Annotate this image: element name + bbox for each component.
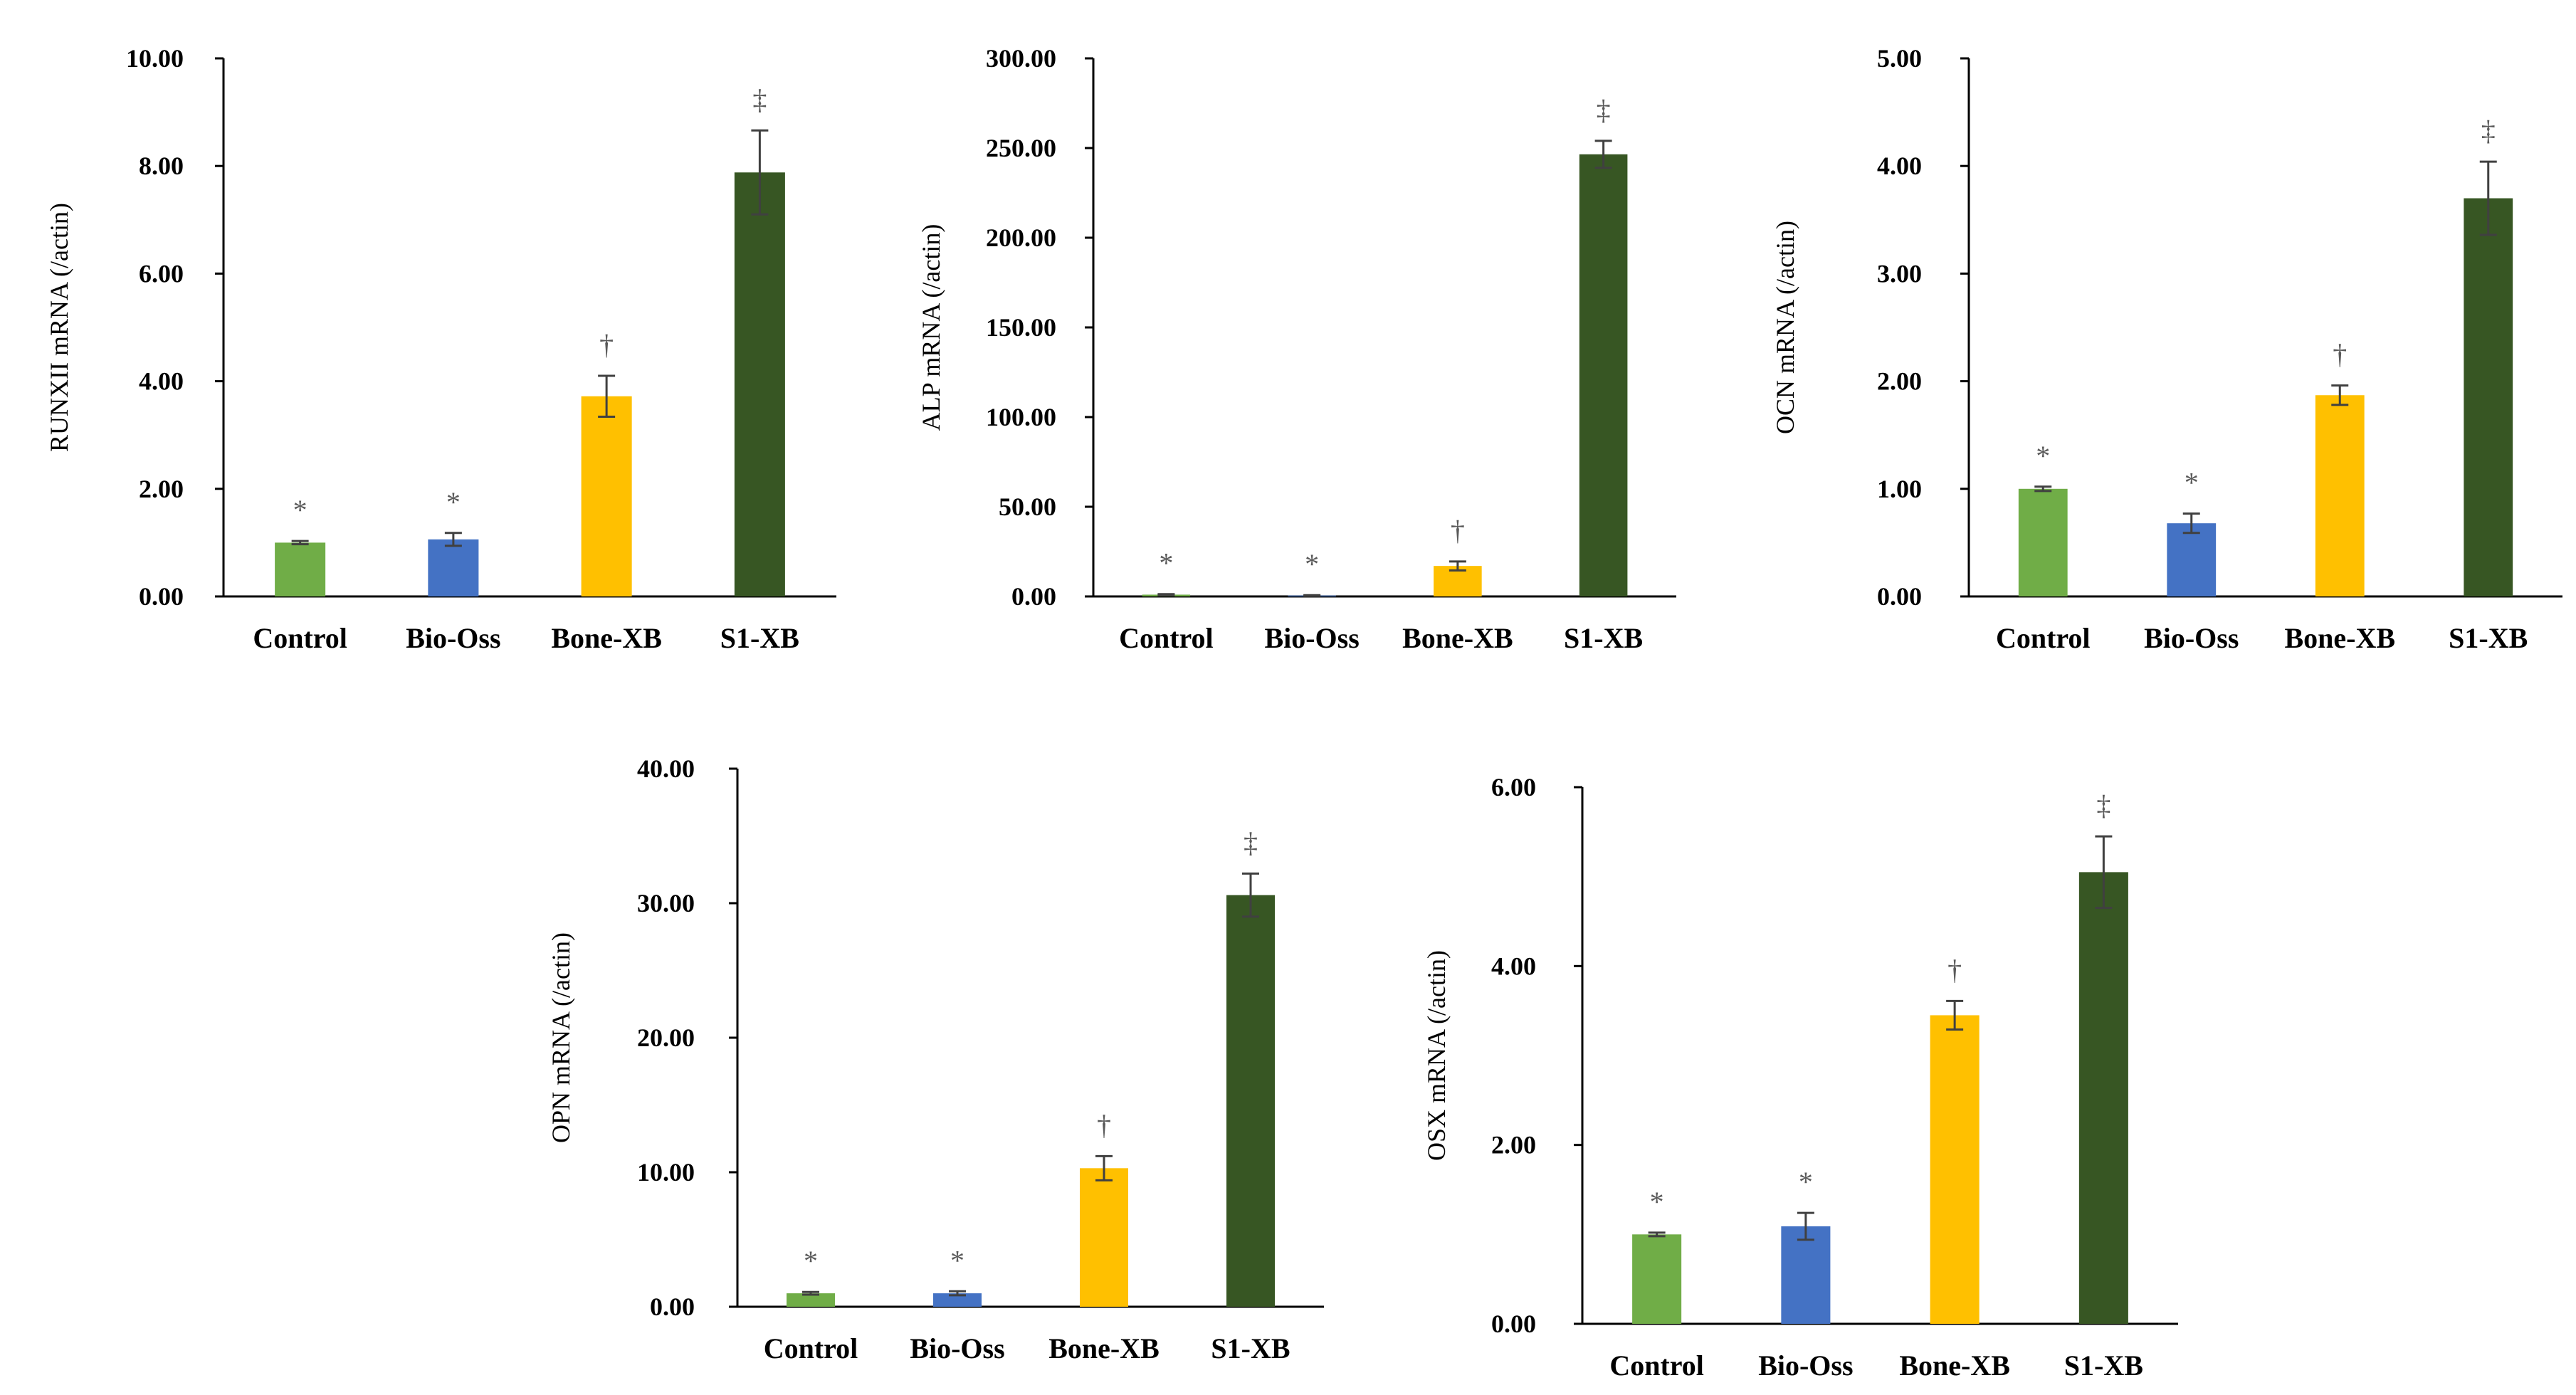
- y-tick-label: 5.00: [1877, 44, 1922, 73]
- significance-marker: *: [293, 494, 307, 526]
- y-tick-label: 250.00: [986, 134, 1056, 162]
- y-tick-label: 6.00: [139, 259, 184, 288]
- significance-marker: †: [1947, 954, 1962, 986]
- bar: [2018, 488, 2068, 596]
- y-axis-label: OPN mRNA (/actin): [547, 932, 575, 1143]
- category-label: S1-XB: [1564, 622, 1643, 654]
- y-tick-label: 10.00: [126, 44, 184, 73]
- y-tick-label: 0.00: [1491, 1310, 1536, 1338]
- category-label: Bone-XB: [1402, 622, 1513, 654]
- significance-marker: *: [804, 1245, 818, 1277]
- y-tick-label: 0.00: [139, 582, 184, 611]
- y-tick-label: 150.00: [986, 313, 1056, 342]
- significance-marker: ‡: [752, 83, 767, 115]
- y-tick-label: 4.00: [1877, 152, 1922, 180]
- bar: [1080, 1168, 1128, 1307]
- chart-panel-4: 0.00 10.00 20.00 30.00 40.00 OPN mRNA (/actin…: [547, 754, 1324, 1364]
- y-tick-label: 6.00: [1491, 773, 1536, 801]
- y-tick-label: 8.00: [139, 152, 184, 180]
- significance-marker: *: [2185, 467, 2199, 499]
- category-label: Bio-Oss: [2144, 622, 2239, 654]
- category-label: Bone-XB: [2284, 622, 2395, 654]
- category-label: S1-XB: [720, 622, 799, 654]
- category-label: Bone-XB: [1048, 1332, 1160, 1364]
- category-label: Bio-Oss: [910, 1332, 1004, 1364]
- significance-marker: ‡: [1597, 94, 1611, 126]
- significance-marker: *: [1305, 548, 1319, 580]
- y-tick-label: 4.00: [1491, 952, 1536, 980]
- category-label: Control: [1609, 1349, 1704, 1381]
- y-axis-label: RUNXII mRNA (/actin): [45, 203, 73, 452]
- bar: [1632, 1234, 1682, 1324]
- y-tick-label: 40.00: [637, 754, 695, 783]
- y-tick-label: 10.00: [637, 1158, 695, 1186]
- category-label: Control: [1119, 622, 1214, 654]
- bar: [2167, 523, 2217, 596]
- bar: [1781, 1226, 1831, 1324]
- category-label: Control: [253, 622, 347, 654]
- significance-marker: *: [2036, 440, 2050, 472]
- significance-marker: *: [1650, 1186, 1664, 1218]
- significance-marker: †: [1451, 515, 1465, 547]
- y-tick-label: 50.00: [999, 493, 1056, 521]
- bar: [275, 542, 326, 596]
- y-tick-label: 1.00: [1877, 475, 1922, 503]
- chart-panel-2: 0.00 50.00 100.00 150.00 200.00 250.00 300.00 A…: [917, 44, 1676, 654]
- bar: [581, 396, 632, 596]
- significance-marker: *: [950, 1244, 964, 1276]
- category-label: Control: [1996, 622, 2091, 654]
- category-label: Bone-XB: [551, 622, 662, 654]
- bar: [2315, 395, 2365, 596]
- significance-marker: ‡: [2096, 789, 2110, 821]
- y-tick-label: 2.00: [1491, 1131, 1536, 1159]
- chart-panel-1: 0.00 2.00 4.00 6.00 8.00 10.00 RUNXII mRNA (/a…: [45, 44, 836, 654]
- bar: [787, 1293, 835, 1307]
- bar: [1579, 154, 1628, 596]
- significance-marker: *: [1799, 1166, 1813, 1198]
- y-tick-label: 4.00: [139, 367, 184, 396]
- category-label: Bio-Oss: [1264, 622, 1359, 654]
- significance-marker: †: [1097, 1109, 1111, 1141]
- significance-marker: †: [2333, 339, 2347, 371]
- y-axis-label: OSX mRNA (/actin): [1422, 950, 1451, 1161]
- bar: [2464, 198, 2513, 596]
- chart-panel-3: 0.00 1.00 2.00 3.00 4.00 5.00 OCN mRNA (/actin…: [1771, 44, 2562, 654]
- y-tick-label: 2.00: [1877, 367, 1922, 396]
- y-tick-label: 0.00: [650, 1293, 695, 1321]
- y-tick-label: 3.00: [1877, 259, 1922, 288]
- y-axis-label: OCN mRNA (/actin): [1771, 221, 1799, 434]
- category-label: S1-XB: [2064, 1349, 2143, 1381]
- y-tick-label: 0.00: [1011, 582, 1056, 611]
- significance-marker: *: [446, 486, 461, 518]
- y-tick-label: 30.00: [637, 889, 695, 917]
- y-axis-label: ALP mRNA (/actin): [917, 224, 945, 431]
- category-label: Bio-Oss: [406, 622, 500, 654]
- category-label: S1-XB: [2449, 622, 2528, 654]
- category-label: Bone-XB: [1899, 1349, 2010, 1381]
- y-tick-label: 20.00: [637, 1023, 695, 1052]
- category-label: Control: [764, 1332, 858, 1364]
- y-tick-label: 2.00: [139, 475, 184, 503]
- bar: [1226, 895, 1275, 1307]
- y-tick-label: 200.00: [986, 223, 1056, 252]
- chart-panel-5: 0.00 2.00 4.00 6.00 OSX mRNA (/actin) * Contro…: [1422, 773, 2178, 1381]
- significance-marker: †: [599, 329, 614, 361]
- bar: [933, 1293, 982, 1307]
- significance-marker: ‡: [2481, 115, 2496, 147]
- y-tick-label: 100.00: [986, 403, 1056, 431]
- bar: [2078, 872, 2128, 1324]
- y-tick-label: 300.00: [986, 44, 1056, 73]
- bar: [428, 539, 479, 596]
- bar: [734, 172, 785, 597]
- y-tick-label: 0.00: [1877, 582, 1922, 611]
- category-label: S1-XB: [1211, 1332, 1290, 1364]
- category-label: Bio-Oss: [1758, 1349, 1853, 1381]
- bar: [1930, 1015, 1980, 1324]
- significance-marker: *: [1159, 547, 1173, 579]
- significance-marker: ‡: [1244, 826, 1258, 858]
